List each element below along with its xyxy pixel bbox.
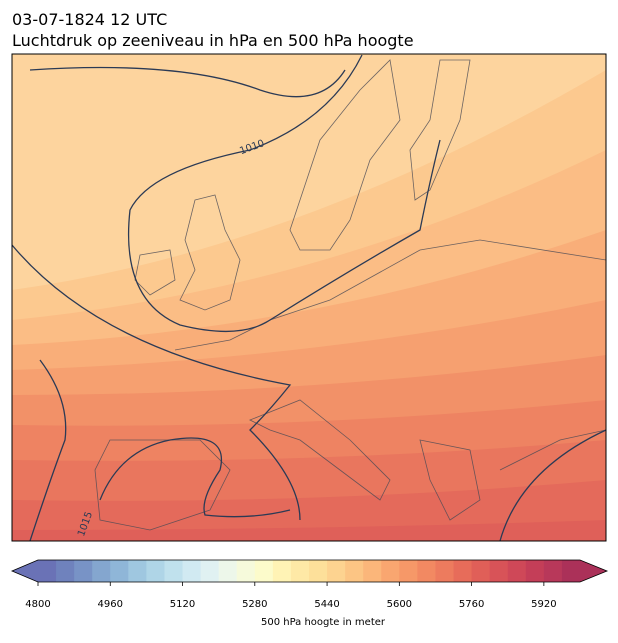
colorbar-segment [236, 560, 256, 582]
colorbar-segment [38, 560, 57, 582]
colorbar-segment [525, 560, 545, 582]
colorbar-segment [309, 560, 328, 582]
colorbar-segment [200, 560, 220, 582]
colorbar-segment [182, 560, 202, 582]
colorbar: 4800 4960 5120 5280 5440 5600 5760 5920 [10, 559, 609, 610]
title-line: 03-07-1824 12 UTC [12, 10, 167, 29]
colorbar-segment [399, 560, 418, 582]
colorbar-outline [10, 559, 609, 583]
colorbar-segment [417, 560, 436, 582]
colorbar-segment [254, 560, 274, 582]
colorbar-segment [327, 560, 346, 582]
colorbar-tick-label: 4960 [98, 599, 123, 610]
colorbar-extend [12, 560, 38, 582]
colorbar-segment [471, 560, 491, 582]
colorbar-tick-label: 5440 [314, 599, 339, 610]
colorbar-segment [56, 560, 75, 582]
title-line: Luchtdruk op zeeniveau in hPa en 500 hPa… [12, 31, 414, 50]
colorbar-segment [218, 560, 238, 582]
map: 1010 1015 [12, 54, 606, 541]
colorbar-segment [561, 560, 581, 582]
colorbar-segment [128, 560, 147, 582]
colorbar-segment [345, 560, 364, 582]
colorbar-extend [580, 560, 607, 582]
colorbar-segment [381, 560, 400, 582]
colorbar-segment [146, 560, 165, 582]
colorbar-segment [74, 560, 93, 582]
colorbar-segment [489, 560, 509, 582]
colorbar-tick-label: 5920 [531, 599, 556, 610]
colorbar-segment [110, 560, 129, 582]
colorbar-segment [507, 560, 527, 582]
colorbar-tick-label: 5280 [242, 599, 267, 610]
colorbar-segment [363, 560, 382, 582]
colorbar-segment [164, 560, 184, 582]
colorbar-tick-label: 5760 [459, 599, 484, 610]
map-frame [11, 53, 607, 542]
colorbar-segment [543, 560, 563, 582]
colorbar-segment [453, 560, 473, 582]
colorbar-tick-label: 5600 [387, 599, 412, 610]
colorbar-label: 500 hPa hoogte in meter [261, 617, 386, 628]
colorbar-segment [272, 560, 292, 582]
colorbar-tick-label: 5120 [170, 599, 195, 610]
colorbar-tick-label: 4800 [25, 599, 50, 610]
colorbar-segment [290, 560, 310, 582]
colorbar-segment [435, 560, 455, 582]
colorbar-segment [92, 560, 111, 582]
